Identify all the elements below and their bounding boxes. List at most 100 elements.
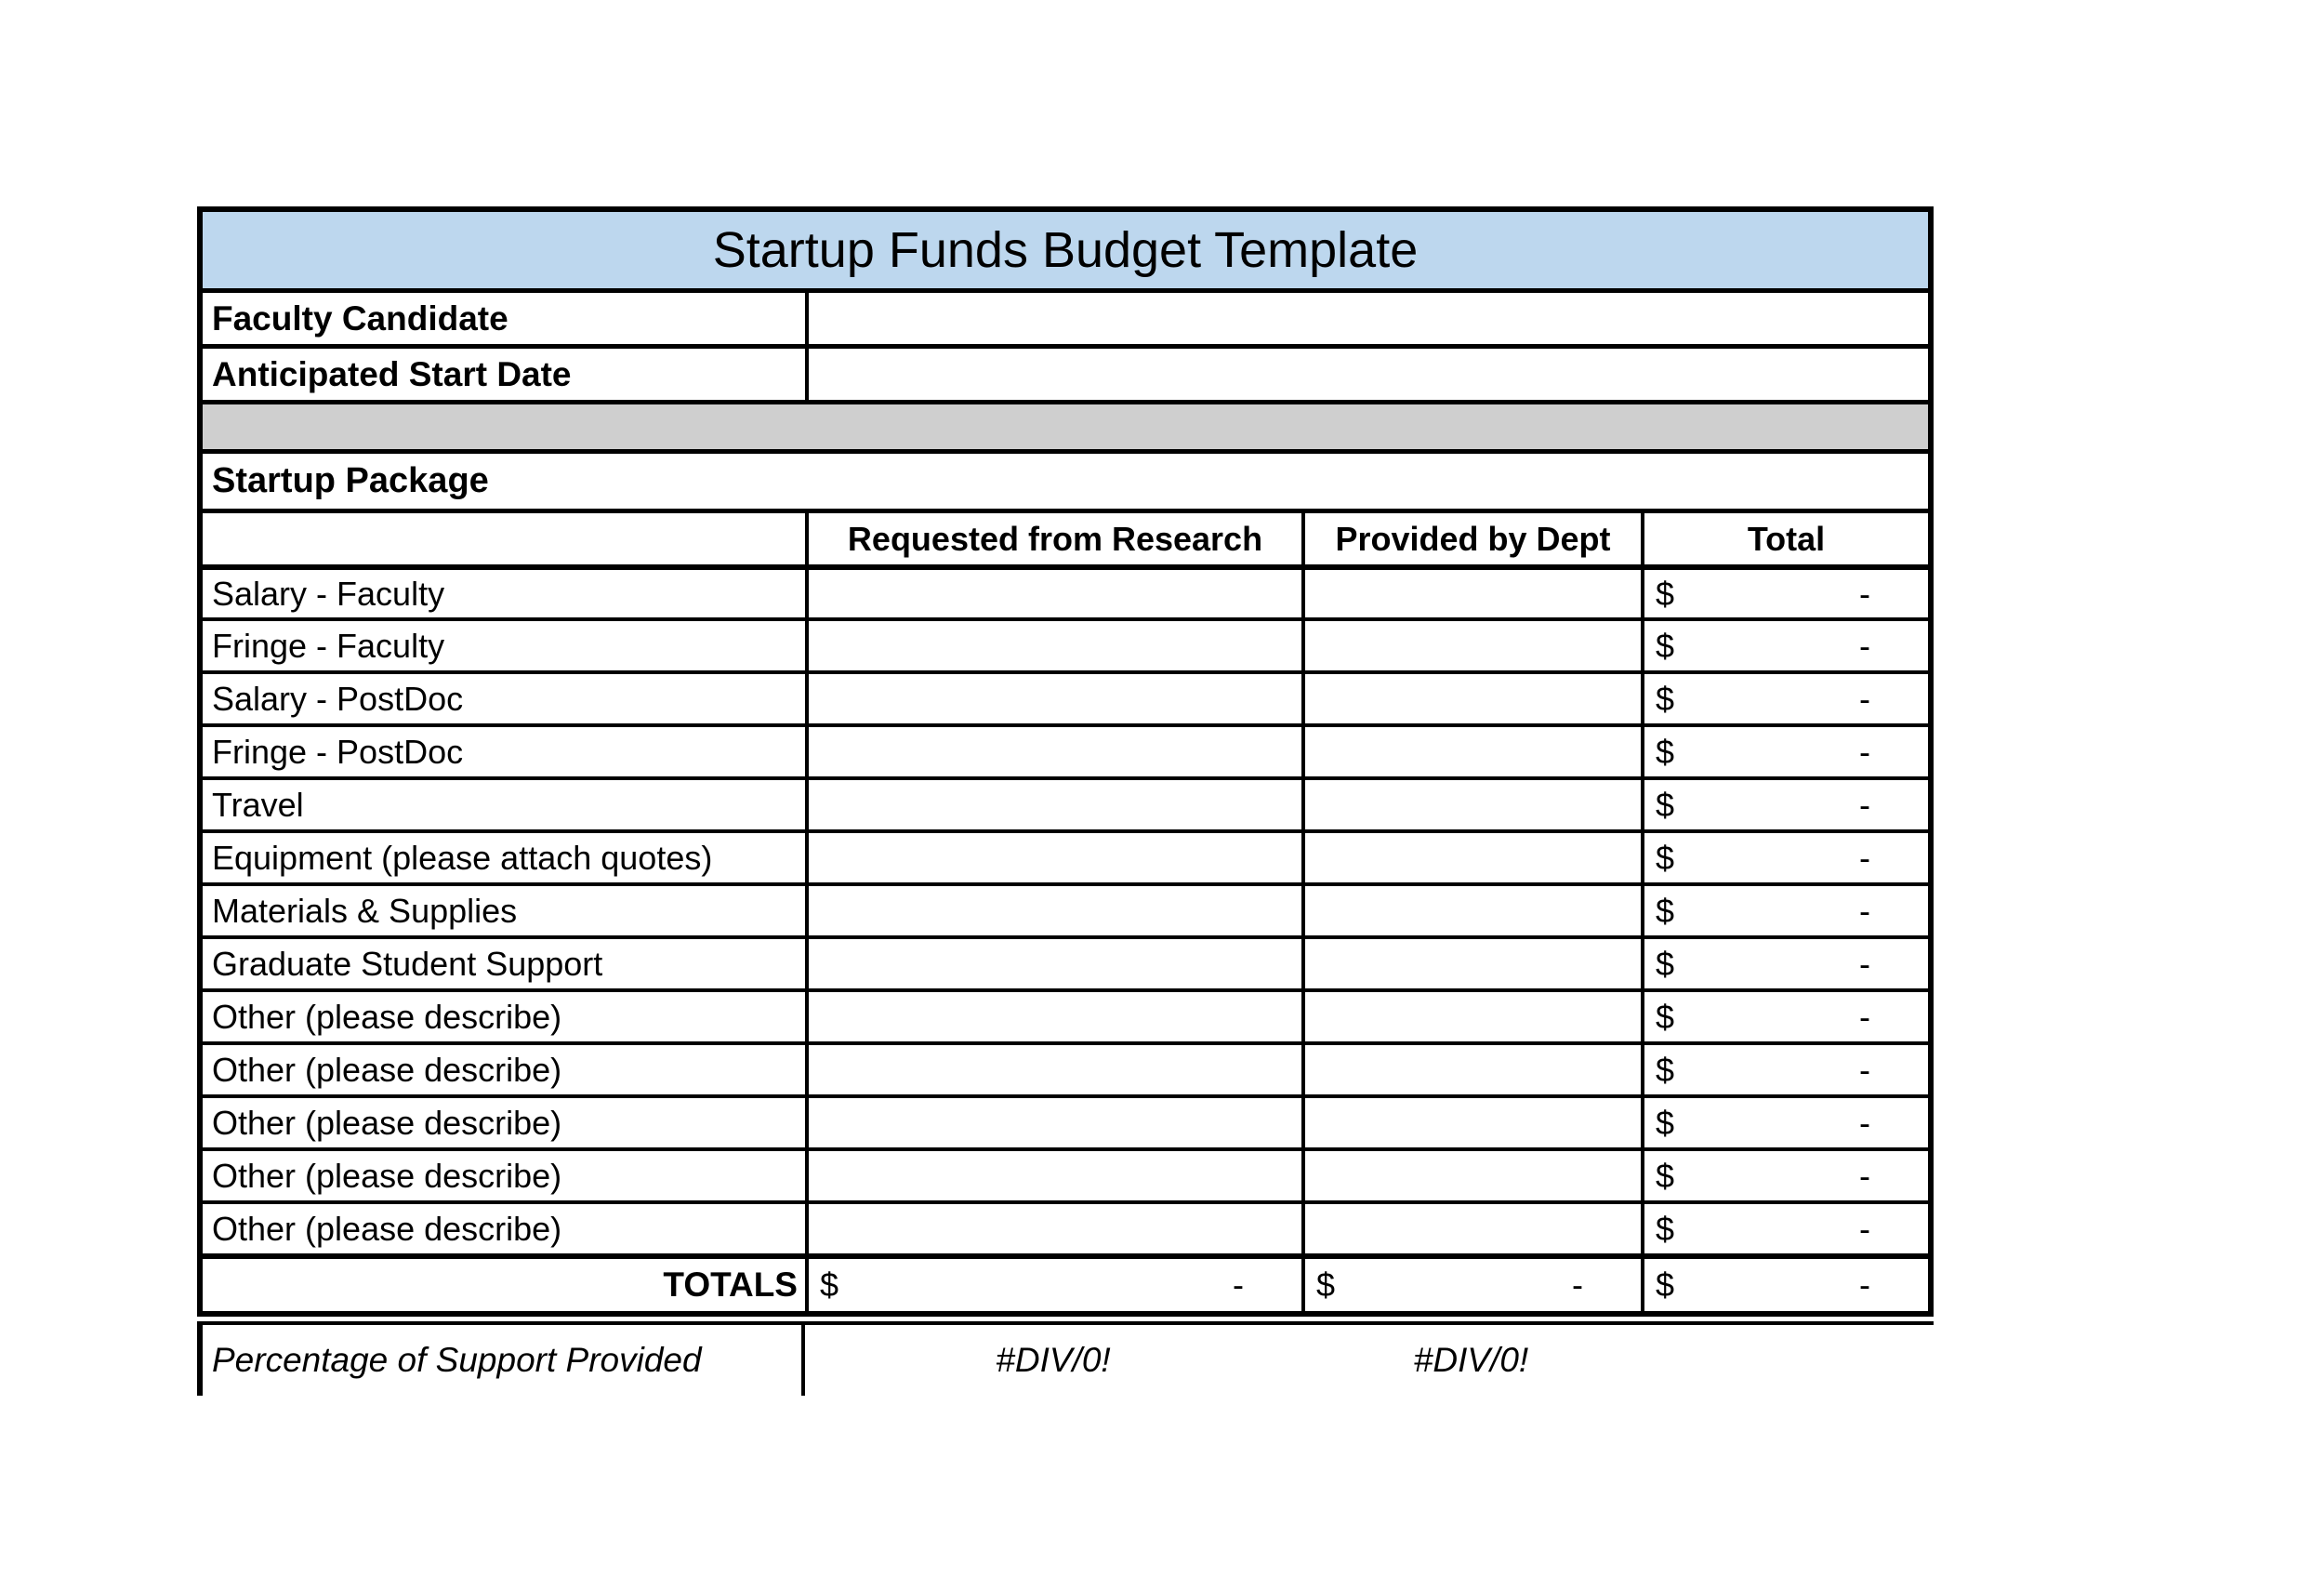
- zero-amount-dash: -: [1859, 679, 1870, 718]
- budget-table-border: Startup Funds Budget Template Faculty Ca…: [197, 206, 1934, 1317]
- line-item-label: Equipment (please attach quotes): [212, 838, 713, 877]
- provided-input-cell[interactable]: [1301, 1045, 1641, 1094]
- totals-row: TOTALS $ - $ - $ -: [203, 1253, 1928, 1311]
- line-item-label: Other (please describe): [212, 997, 562, 1036]
- provided-input-cell[interactable]: [1301, 570, 1641, 617]
- currency-symbol: $: [1656, 997, 1675, 1036]
- requested-input-cell[interactable]: [805, 621, 1301, 670]
- currency-symbol: $: [1316, 1266, 1336, 1304]
- requested-input-cell[interactable]: [805, 674, 1301, 723]
- percentage-provided-value: #DIV/0!: [1413, 1341, 1529, 1379]
- currency-symbol: $: [820, 1266, 839, 1304]
- start-date-input-cell[interactable]: [805, 349, 1928, 400]
- divider-row: [203, 400, 1928, 449]
- zero-amount-dash: -: [1859, 944, 1870, 983]
- total-cell: $ -: [1641, 1204, 1928, 1253]
- section-header-row: Startup Package: [203, 449, 1928, 509]
- percentage-row: Percentage of Support Provided #DIV/0! #…: [197, 1325, 1934, 1396]
- provided-input-cell[interactable]: [1301, 1204, 1641, 1253]
- zero-amount-dash: -: [1859, 1266, 1870, 1304]
- currency-symbol: $: [1656, 1103, 1675, 1142]
- currency-symbol: $: [1656, 626, 1675, 665]
- requested-input-cell[interactable]: [805, 1098, 1301, 1147]
- line-item-label: Salary - Faculty: [212, 574, 445, 613]
- total-cell: $ -: [1641, 674, 1928, 723]
- requested-input-cell[interactable]: [805, 1204, 1301, 1253]
- table-row: Other (please describe) $ -: [203, 1200, 1928, 1253]
- line-item-label: Other (please describe): [212, 1050, 562, 1089]
- provided-input-cell[interactable]: [1301, 886, 1641, 935]
- percentage-requested-value: #DIV/0!: [996, 1341, 1111, 1379]
- table-row: Graduate Student Support $ -: [203, 935, 1928, 988]
- table-row: Salary - PostDoc $ -: [203, 670, 1928, 723]
- percentage-label: Percentage of Support Provided: [203, 1325, 805, 1396]
- currency-symbol: $: [1656, 785, 1675, 824]
- title-row: Startup Funds Budget Template: [203, 212, 1928, 288]
- requested-input-cell[interactable]: [805, 780, 1301, 829]
- totals-provided-cell: $ -: [1301, 1259, 1641, 1311]
- total-cell: $ -: [1641, 939, 1928, 988]
- table-row: Other (please describe) $ -: [203, 1094, 1928, 1147]
- totals-label: TOTALS: [663, 1266, 798, 1304]
- page-title: Startup Funds Budget Template: [712, 222, 1419, 278]
- total-cell: $ -: [1641, 992, 1928, 1041]
- total-cell: $ -: [1641, 1045, 1928, 1094]
- total-cell: $ -: [1641, 727, 1928, 776]
- provided-input-cell[interactable]: [1301, 992, 1641, 1041]
- line-item-label: Other (please describe): [212, 1103, 562, 1142]
- provided-input-cell[interactable]: [1301, 1151, 1641, 1200]
- provided-input-cell[interactable]: [1301, 621, 1641, 670]
- line-item-label: Other (please describe): [212, 1209, 562, 1248]
- requested-input-cell[interactable]: [805, 1151, 1301, 1200]
- total-cell: $ -: [1641, 886, 1928, 935]
- provided-input-cell[interactable]: [1301, 1098, 1641, 1147]
- provided-input-cell[interactable]: [1301, 939, 1641, 988]
- provided-input-cell[interactable]: [1301, 780, 1641, 829]
- total-cell: $ -: [1641, 780, 1928, 829]
- zero-amount-dash: -: [1859, 1156, 1870, 1195]
- provided-input-cell[interactable]: [1301, 833, 1641, 882]
- requested-input-cell[interactable]: [805, 992, 1301, 1041]
- currency-symbol: $: [1656, 1156, 1675, 1195]
- zero-amount-dash: -: [1859, 997, 1870, 1036]
- table-row: Salary - Faculty $ -: [203, 564, 1928, 617]
- line-item-label: Materials & Supplies: [212, 891, 518, 930]
- table-row: Equipment (please attach quotes) $ -: [203, 829, 1928, 882]
- total-cell: $ -: [1641, 833, 1928, 882]
- total-cell: $ -: [1641, 621, 1928, 670]
- column-header-row: Requested from Research Provided by Dept…: [203, 509, 1928, 564]
- requested-input-cell[interactable]: [805, 1045, 1301, 1094]
- table-row: Fringe - PostDoc $ -: [203, 723, 1928, 776]
- line-item-label: Salary - PostDoc: [212, 679, 464, 718]
- table-row: Travel $ -: [203, 776, 1928, 829]
- currency-symbol: $: [1656, 1266, 1675, 1304]
- line-item-label: Graduate Student Support: [212, 944, 603, 983]
- faculty-candidate-input-cell[interactable]: [805, 293, 1928, 344]
- requested-input-cell[interactable]: [805, 833, 1301, 882]
- requested-input-cell[interactable]: [805, 886, 1301, 935]
- table-row: Other (please describe) $ -: [203, 988, 1928, 1041]
- requested-input-cell[interactable]: [805, 570, 1301, 617]
- provided-input-cell[interactable]: [1301, 727, 1641, 776]
- zero-amount-dash: -: [1859, 1050, 1870, 1089]
- budget-template-table: Startup Funds Budget Template Faculty Ca…: [197, 206, 1934, 1396]
- item-column-header: [203, 513, 805, 564]
- provided-input-cell[interactable]: [1301, 674, 1641, 723]
- table-row: Other (please describe) $ -: [203, 1147, 1928, 1200]
- zero-amount-dash: -: [1859, 732, 1870, 771]
- requested-input-cell[interactable]: [805, 727, 1301, 776]
- table-row: Anticipated Start Date: [203, 344, 1928, 400]
- currency-symbol: $: [1656, 732, 1675, 771]
- section-title: Startup Package: [212, 461, 489, 500]
- currency-symbol: $: [1656, 1050, 1675, 1089]
- start-date-label: Anticipated Start Date: [212, 354, 572, 393]
- total-cell: $ -: [1641, 570, 1928, 617]
- requested-input-cell[interactable]: [805, 939, 1301, 988]
- line-item-label: Fringe - Faculty: [212, 626, 445, 665]
- requested-column-header: Requested from Research: [805, 513, 1301, 564]
- table-row: Fringe - Faculty $ -: [203, 617, 1928, 670]
- zero-amount-dash: -: [1859, 838, 1870, 877]
- total-cell: $ -: [1641, 1151, 1928, 1200]
- zero-amount-dash: -: [1859, 1209, 1870, 1248]
